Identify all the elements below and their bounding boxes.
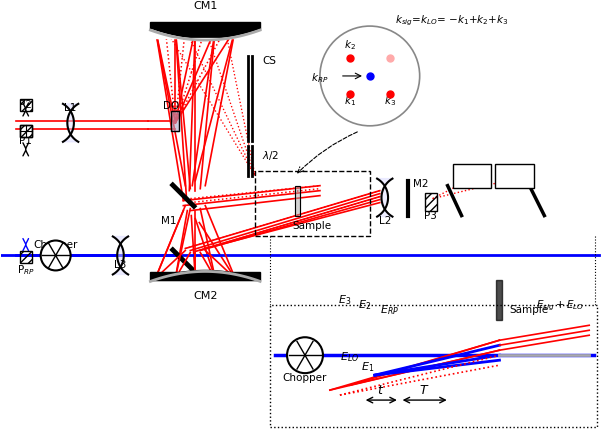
Polygon shape	[377, 178, 393, 217]
Text: Sample: Sample	[509, 305, 548, 315]
Bar	[20, 99, 32, 111]
Text: CM1: CM1	[193, 1, 217, 11]
Bar	[150, 272, 260, 281]
Text: $E_3$: $E_3$	[338, 293, 352, 307]
Text: $k_{RP}$: $k_{RP}$	[311, 71, 328, 85]
Bar	[172, 111, 179, 131]
Bar	[270, 305, 597, 427]
Bar	[295, 186, 300, 216]
Text: $E_{RP}$: $E_{RP}$	[380, 303, 399, 317]
Text: $\lambda$/2: $\lambda$/2	[262, 149, 279, 162]
Text: L2: L2	[379, 215, 391, 226]
Polygon shape	[113, 236, 128, 275]
Text: CS: CS	[262, 56, 276, 66]
Text: $k_3$: $k_3$	[383, 94, 396, 108]
Bar	[497, 281, 503, 320]
Text: Sample: Sample	[293, 221, 332, 230]
Polygon shape	[63, 104, 78, 142]
Bar	[20, 125, 32, 137]
Circle shape	[41, 241, 70, 270]
Text: M2: M2	[413, 178, 428, 189]
Bar	[20, 251, 32, 263]
Text: $E_{sig}+E_{LO}$: $E_{sig}+E_{LO}$	[536, 299, 584, 313]
Polygon shape	[150, 270, 260, 281]
Text: L1: L1	[64, 103, 77, 113]
Text: P3: P3	[424, 211, 437, 221]
Text: $k_1$: $k_1$	[344, 94, 356, 108]
FancyBboxPatch shape	[453, 164, 491, 187]
Text: P1: P1	[19, 136, 32, 146]
FancyBboxPatch shape	[495, 164, 535, 187]
Polygon shape	[150, 30, 260, 40]
Circle shape	[320, 26, 420, 126]
Bar	[20, 125, 32, 137]
Bar	[424, 193, 436, 211]
Bar	[295, 186, 300, 216]
Text: L3: L3	[114, 260, 126, 270]
Text: P2: P2	[19, 100, 32, 110]
Text: zzzz: zzzz	[504, 171, 524, 181]
Text: yyzz: yyzz	[461, 171, 482, 181]
Circle shape	[287, 337, 323, 373]
Bar	[150, 22, 260, 30]
Text: $E_{LO}$: $E_{LO}$	[340, 350, 359, 364]
Text: $t$: $t$	[377, 384, 385, 397]
Bar	[172, 111, 179, 131]
Text: M1: M1	[161, 215, 176, 226]
Text: P$_{RP}$: P$_{RP}$	[17, 263, 35, 277]
Text: $T$: $T$	[420, 384, 430, 397]
Text: Chopper: Chopper	[283, 373, 327, 383]
Text: $E_2$: $E_2$	[358, 298, 371, 312]
Text: $k_2$: $k_2$	[344, 38, 356, 52]
Text: $k_{sig}$=$k_{LO}$= $-k_1$+$k_2$+$k_3$: $k_{sig}$=$k_{LO}$= $-k_1$+$k_2$+$k_3$	[395, 14, 508, 28]
Text: CM2: CM2	[193, 291, 217, 301]
Bar	[255, 171, 370, 236]
Text: DO: DO	[163, 101, 179, 111]
Text: Chopper: Chopper	[34, 241, 78, 251]
Text: $E_1$: $E_1$	[361, 360, 374, 374]
